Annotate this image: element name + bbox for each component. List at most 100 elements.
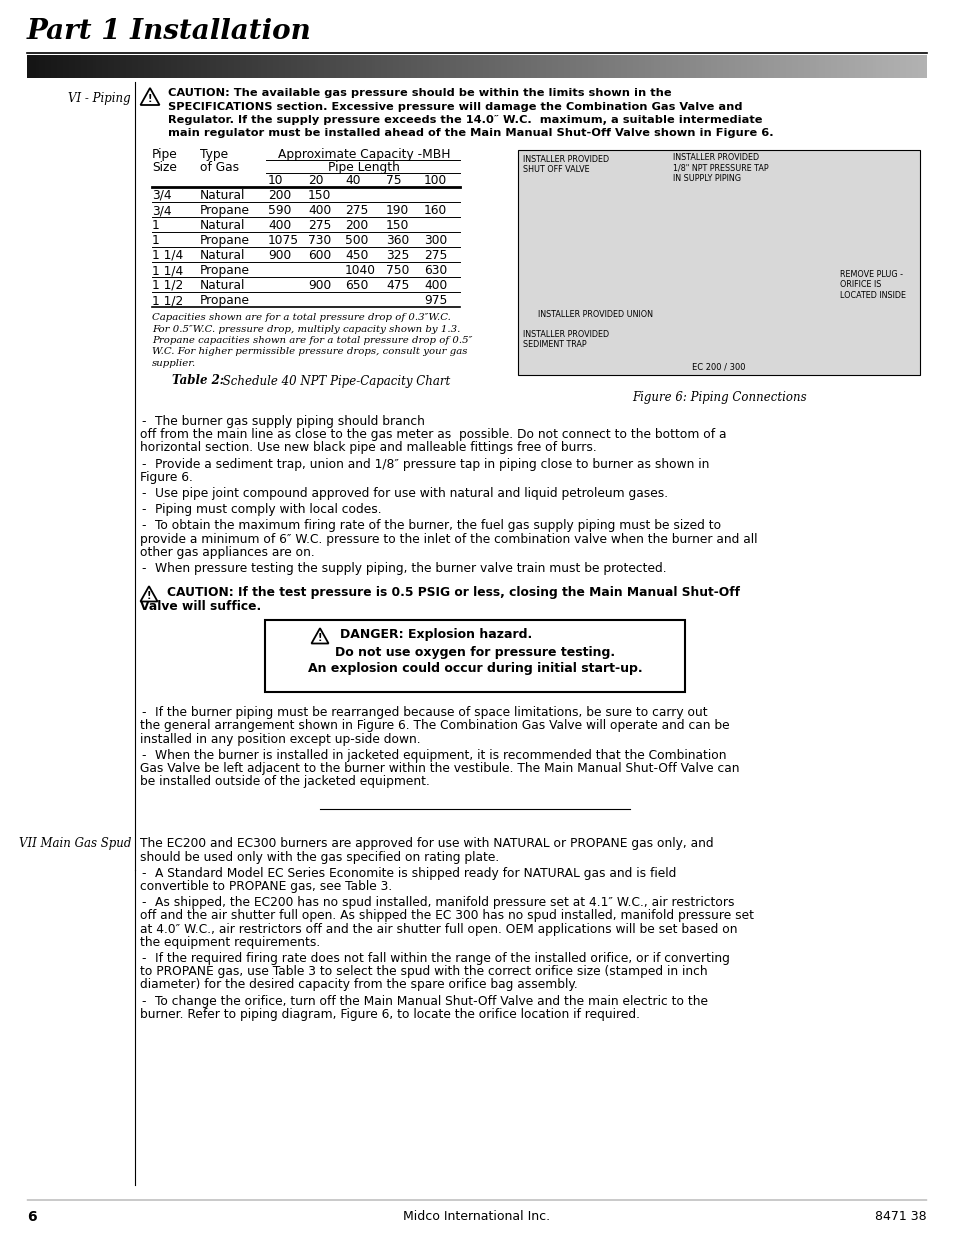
Bar <box>537 56 540 78</box>
Bar <box>75 56 78 78</box>
Text: Natural: Natural <box>200 279 245 291</box>
Bar <box>863 56 866 78</box>
Bar <box>147 56 151 78</box>
Text: 1 1/4: 1 1/4 <box>152 249 183 262</box>
Bar <box>689 56 693 78</box>
Bar <box>401 56 405 78</box>
Text: the equipment requirements.: the equipment requirements. <box>140 936 320 948</box>
Bar <box>869 56 873 78</box>
Bar <box>395 56 399 78</box>
Bar <box>450 56 453 78</box>
Text: -: - <box>141 994 146 1008</box>
Text: Propane capacities shown are for a total pressure drop of 0.5″: Propane capacities shown are for a total… <box>152 336 472 345</box>
Bar <box>341 56 345 78</box>
Bar <box>126 56 130 78</box>
Bar <box>398 56 402 78</box>
Bar <box>204 56 208 78</box>
Bar <box>806 56 810 78</box>
Text: To obtain the maximum firing rate of the burner, the fuel gas supply piping must: To obtain the maximum firing rate of the… <box>154 520 720 532</box>
Bar <box>252 56 255 78</box>
Bar <box>821 56 824 78</box>
Bar <box>282 56 285 78</box>
Text: DANGER: Explosion hazard.: DANGER: Explosion hazard. <box>339 629 532 641</box>
Text: 1: 1 <box>152 233 159 247</box>
Bar <box>294 56 297 78</box>
Bar <box>71 56 75 78</box>
Text: As shipped, the EC200 has no spud installed, manifold pressure set at 4.1″ W.C.,: As shipped, the EC200 has no spud instal… <box>154 897 734 909</box>
Bar <box>117 56 120 78</box>
Bar <box>699 56 701 78</box>
Bar <box>267 56 271 78</box>
Bar <box>87 56 91 78</box>
Bar <box>527 56 531 78</box>
Text: Provide a sediment trap, union and 1/8″ pressure tap in piping close to burner a: Provide a sediment trap, union and 1/8″ … <box>154 458 709 471</box>
Text: main regulator must be installed ahead of the Main Manual Shut-Off Valve shown i: main regulator must be installed ahead o… <box>168 128 773 138</box>
Text: 150: 150 <box>308 189 331 203</box>
Bar <box>872 56 876 78</box>
Bar <box>330 56 334 78</box>
Bar <box>878 56 882 78</box>
Bar <box>797 56 801 78</box>
Bar <box>749 56 753 78</box>
Bar <box>521 56 525 78</box>
Text: 275: 275 <box>423 249 447 262</box>
Text: An explosion could occur during initial start-up.: An explosion could occur during initial … <box>308 662 641 676</box>
Bar <box>468 56 471 78</box>
Bar <box>755 56 759 78</box>
Text: If the burner piping must be rearranged because of space limitations, be sure to: If the burner piping must be rearranged … <box>154 706 707 719</box>
Bar <box>171 56 174 78</box>
Bar <box>69 56 72 78</box>
Text: 10: 10 <box>268 174 283 186</box>
Bar <box>764 56 768 78</box>
Bar <box>198 56 201 78</box>
Text: horizontal section. Use new black pipe and malleable fittings free of burrs.: horizontal section. Use new black pipe a… <box>140 441 597 454</box>
Bar <box>45 56 49 78</box>
Bar <box>555 56 558 78</box>
Bar <box>57 56 60 78</box>
Bar <box>785 56 789 78</box>
Bar <box>662 56 666 78</box>
Text: 275: 275 <box>308 219 331 232</box>
Bar <box>615 56 618 78</box>
Bar <box>618 56 620 78</box>
Text: -: - <box>141 897 146 909</box>
Bar <box>866 56 869 78</box>
Bar <box>333 56 336 78</box>
Bar <box>665 56 669 78</box>
Bar <box>629 56 633 78</box>
Bar <box>152 56 156 78</box>
Bar <box>722 56 726 78</box>
Text: 450: 450 <box>345 249 368 262</box>
Bar <box>845 56 848 78</box>
Bar <box>780 56 782 78</box>
Bar <box>461 56 465 78</box>
Bar <box>746 56 750 78</box>
Bar <box>678 56 680 78</box>
Bar <box>902 56 905 78</box>
Bar <box>581 56 585 78</box>
Bar <box>405 56 408 78</box>
Bar <box>246 56 250 78</box>
Text: Gas Valve be left adjacent to the burner within the vestibule. The Main Manual S: Gas Valve be left adjacent to the burner… <box>140 762 739 776</box>
Bar <box>249 56 253 78</box>
Bar <box>842 56 845 78</box>
Bar <box>317 56 321 78</box>
Bar <box>854 56 858 78</box>
Text: should be used only with the gas specified on rating plate.: should be used only with the gas specifi… <box>140 851 498 863</box>
Bar <box>597 56 599 78</box>
Text: Pipe Length: Pipe Length <box>328 161 399 174</box>
Bar <box>39 56 43 78</box>
Text: Approximate Capacity -MBH: Approximate Capacity -MBH <box>277 148 450 161</box>
Bar <box>801 56 803 78</box>
Text: A Standard Model EC Series Economite is shipped ready for NATURAL gas and is fie: A Standard Model EC Series Economite is … <box>154 867 676 879</box>
Text: -: - <box>141 520 146 532</box>
Text: CAUTION: The available gas pressure should be within the limits shown in the: CAUTION: The available gas pressure shou… <box>168 88 671 98</box>
Bar <box>120 56 123 78</box>
Bar <box>788 56 792 78</box>
Bar <box>576 56 578 78</box>
Text: 1: 1 <box>152 219 159 232</box>
Text: Pipe: Pipe <box>152 148 177 161</box>
Bar <box>464 56 468 78</box>
Bar <box>243 56 246 78</box>
Bar <box>54 56 57 78</box>
